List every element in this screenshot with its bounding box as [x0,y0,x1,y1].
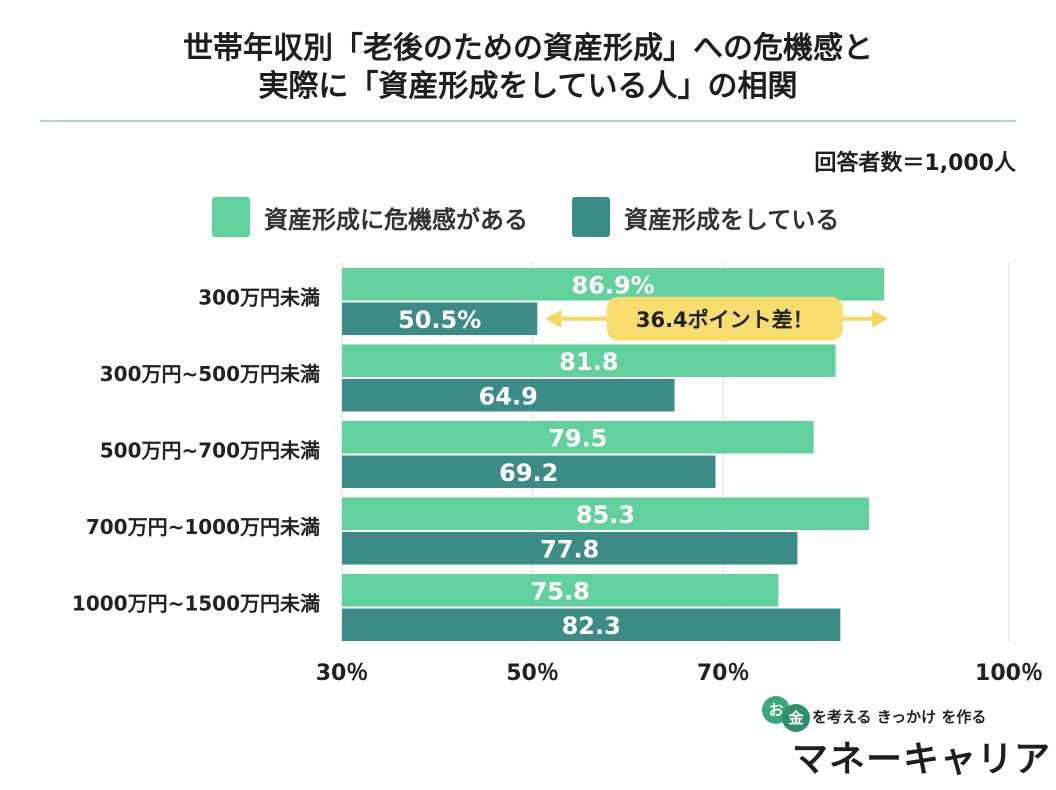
chart-title: 世帯年収別「老後のための資産形成」への危機感と 実際に「資産形成をしている人」の… [0,30,1056,106]
annotation-arrowhead-left [545,309,562,328]
bar-label-s1-3: 85.3 [576,501,635,529]
category-label-3: 700万円~1000万円未満 [86,515,320,539]
bar-label-s2-1: 64.9 [479,382,538,410]
tick-label-100: 100％ [975,661,1043,686]
bar-label-s2-4: 82.3 [562,612,621,640]
bar-label-s1-4: 75.8 [531,577,590,605]
bar-s1-4 [342,574,779,607]
legend-item-series-1: 資産形成に危機感がある [212,197,528,237]
bar-s1-3 [342,497,869,530]
legend-label-series-2: 資産形成をしている [624,205,840,234]
category-label-4: 1000万円~1500万円未満 [72,592,320,616]
tick-label-70: 70％ [697,661,750,686]
money-career-logo: お 金 を考える きっかけ を作る マネーキャリア [762,696,1050,780]
category-label-2: 500万円~700万円未満 [100,439,320,463]
legend-swatch-series-2 [572,197,610,237]
logo-name: マネーキャリア [792,739,1052,780]
logo-kane-badge: 金 [782,704,810,732]
bar-s1-2 [342,421,814,454]
annotation-callout-text: 36.4ポイント差！ [636,308,814,332]
bar-s2-1 [342,379,675,412]
bar-label-s1-1: 81.8 [559,348,618,376]
title-divider [40,120,1016,122]
legend-label-series-1: 資産形成に危機感がある [264,205,528,234]
bar-s2-0 [342,302,538,335]
respondent-count: 回答者数＝1,000人 [814,151,1016,176]
chart-title-line-2: 実際に「資産形成をしている人」の相関 [258,69,798,104]
category-label-0: 300万円未満 [198,286,320,310]
legend-swatch-series-1 [212,197,250,237]
annotation-callout-box [606,296,843,341]
legend-item-series-2: 資産形成をしている [572,197,839,237]
bar-label-s2-0: 50.5% [398,306,481,334]
bar-s1-1 [342,344,836,377]
bar-s2-3 [342,532,798,565]
bar-s2-4 [342,608,841,641]
bar-label-s1-2: 79.5 [548,424,607,452]
bar-label-s1-0: 86.9% [571,271,654,299]
bar-chart: 300万円未満 86.9% 50.5% 300万円~500万円未満 81.8 64.9 50… [72,262,1043,686]
category-label-1: 300万円~500万円未満 [100,362,320,386]
chart-title-line-1: 世帯年収別「老後のための資産形成」への危機感と [183,31,873,66]
bar-s2-2 [342,455,716,488]
logo-tagline: を考える きっかけ を作る [812,708,987,726]
tick-label-50: 50％ [506,661,559,686]
bar-label-s2-3: 77.8 [540,535,599,563]
bar-s1-0 [342,268,885,301]
legend: 資産形成に危機感がある 資産形成をしている [212,197,883,237]
bar-label-s2-2: 69.2 [499,459,558,487]
tick-label-30: 30％ [316,661,369,686]
annotation-arrowhead-right [872,309,889,328]
